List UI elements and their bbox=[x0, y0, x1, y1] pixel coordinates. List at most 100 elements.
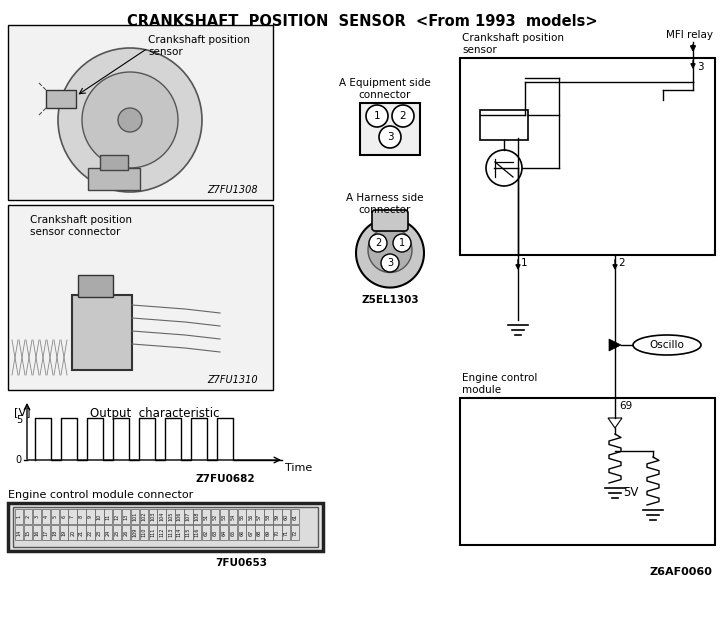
Circle shape bbox=[486, 150, 522, 186]
Text: 114: 114 bbox=[177, 528, 182, 537]
Bar bbox=[140, 509, 148, 524]
Circle shape bbox=[369, 234, 387, 252]
Bar bbox=[24, 509, 33, 524]
Circle shape bbox=[366, 105, 388, 127]
Bar bbox=[13, 507, 318, 547]
Bar bbox=[148, 525, 157, 540]
Text: 24: 24 bbox=[106, 529, 111, 536]
Circle shape bbox=[118, 108, 142, 132]
Bar bbox=[42, 509, 50, 524]
Text: Crankshaft position
sensor: Crankshaft position sensor bbox=[148, 35, 250, 57]
Text: 2: 2 bbox=[618, 258, 625, 268]
Bar bbox=[59, 525, 68, 540]
Polygon shape bbox=[356, 218, 424, 287]
Bar bbox=[273, 509, 281, 524]
Text: Z6AF0060: Z6AF0060 bbox=[649, 567, 712, 577]
Bar bbox=[255, 509, 264, 524]
Text: Crankshaft position
sensor: Crankshaft position sensor bbox=[462, 34, 564, 55]
Bar bbox=[175, 525, 184, 540]
Text: 109: 109 bbox=[132, 528, 137, 537]
Text: 25: 25 bbox=[115, 529, 119, 536]
Bar bbox=[158, 525, 166, 540]
Polygon shape bbox=[608, 418, 622, 428]
Bar bbox=[51, 509, 59, 524]
Text: 12: 12 bbox=[115, 513, 119, 519]
Text: 64: 64 bbox=[221, 529, 226, 536]
Bar bbox=[264, 509, 273, 524]
Text: 5: 5 bbox=[52, 515, 57, 518]
Text: 65: 65 bbox=[231, 529, 236, 536]
Text: A Equipment side
connector: A Equipment side connector bbox=[339, 78, 431, 100]
Text: 5V: 5V bbox=[623, 486, 638, 499]
Bar bbox=[228, 525, 237, 540]
Bar bbox=[95, 509, 103, 524]
Text: 106: 106 bbox=[177, 512, 182, 521]
Text: 3: 3 bbox=[387, 258, 393, 268]
Bar bbox=[69, 525, 77, 540]
Text: 52: 52 bbox=[213, 513, 218, 519]
Bar bbox=[291, 525, 299, 540]
Bar bbox=[78, 275, 113, 297]
Text: 68: 68 bbox=[257, 529, 262, 536]
Circle shape bbox=[393, 234, 411, 252]
Text: 53: 53 bbox=[221, 513, 226, 519]
Text: 113: 113 bbox=[168, 528, 173, 537]
Bar bbox=[95, 525, 103, 540]
Bar bbox=[264, 525, 273, 540]
Bar bbox=[148, 509, 157, 524]
Text: 23: 23 bbox=[97, 529, 102, 536]
Bar bbox=[69, 509, 77, 524]
Text: 1: 1 bbox=[521, 258, 528, 268]
Bar bbox=[113, 525, 121, 540]
Text: 2: 2 bbox=[25, 515, 30, 518]
Text: 17: 17 bbox=[43, 529, 48, 536]
Circle shape bbox=[381, 254, 399, 272]
Bar bbox=[113, 509, 121, 524]
Text: 1: 1 bbox=[374, 111, 380, 121]
Bar bbox=[237, 525, 246, 540]
Text: Z7FU0682: Z7FU0682 bbox=[195, 474, 255, 484]
Bar bbox=[24, 525, 33, 540]
Bar bbox=[228, 509, 237, 524]
Text: 51: 51 bbox=[204, 513, 209, 519]
Bar bbox=[86, 525, 95, 540]
Bar bbox=[460, 398, 715, 545]
Text: 69: 69 bbox=[266, 529, 271, 536]
Bar bbox=[273, 525, 281, 540]
Text: 7FU0653: 7FU0653 bbox=[215, 558, 267, 568]
Bar bbox=[184, 525, 192, 540]
Text: 55: 55 bbox=[239, 513, 244, 519]
Text: 69: 69 bbox=[619, 401, 632, 411]
Text: 60: 60 bbox=[283, 513, 288, 519]
Bar bbox=[202, 525, 210, 540]
Text: 103: 103 bbox=[150, 512, 155, 521]
Text: Crankshaft position
sensor connector: Crankshaft position sensor connector bbox=[30, 215, 132, 236]
Bar bbox=[158, 509, 166, 524]
Text: Oscillo: Oscillo bbox=[649, 340, 685, 350]
Bar bbox=[193, 509, 202, 524]
Text: 19: 19 bbox=[61, 529, 67, 536]
Text: Z5EL1303: Z5EL1303 bbox=[362, 295, 419, 305]
Bar bbox=[140, 525, 148, 540]
Text: Engine control
module: Engine control module bbox=[462, 373, 537, 395]
Bar bbox=[8, 503, 323, 551]
Text: 0: 0 bbox=[16, 455, 22, 465]
Text: 22: 22 bbox=[88, 529, 93, 536]
Bar bbox=[131, 525, 139, 540]
Text: 6: 6 bbox=[61, 515, 67, 518]
Polygon shape bbox=[609, 339, 621, 351]
Bar bbox=[121, 509, 130, 524]
Text: 14: 14 bbox=[17, 529, 22, 536]
Text: 107: 107 bbox=[186, 512, 191, 521]
Text: 116: 116 bbox=[194, 528, 200, 537]
Text: 2: 2 bbox=[400, 111, 406, 121]
Text: 105: 105 bbox=[168, 512, 173, 521]
Bar bbox=[77, 525, 86, 540]
Bar bbox=[211, 525, 219, 540]
FancyBboxPatch shape bbox=[372, 210, 408, 231]
Text: 57: 57 bbox=[257, 513, 262, 519]
Text: 59: 59 bbox=[275, 513, 280, 519]
Bar bbox=[46, 90, 76, 108]
Text: 66: 66 bbox=[239, 529, 244, 536]
Text: 115: 115 bbox=[186, 528, 191, 537]
